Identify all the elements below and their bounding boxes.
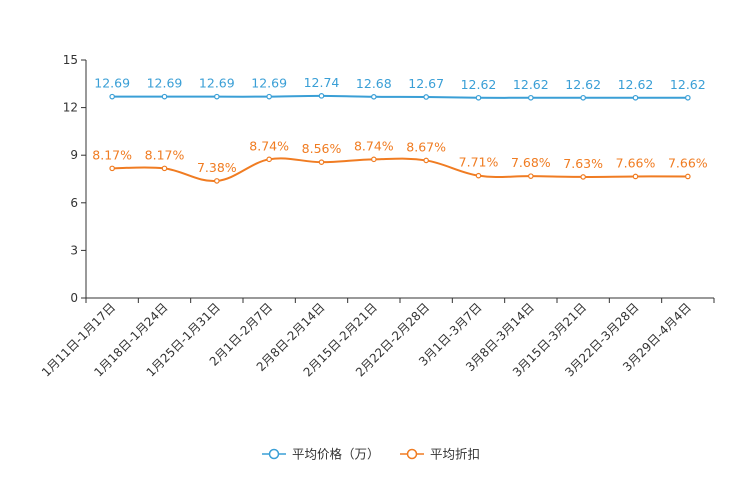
data-label: 8.56% <box>302 141 342 156</box>
data-label: 12.62 <box>461 77 497 92</box>
y-tick-label: 15 <box>63 53 78 67</box>
series-line <box>112 94 688 99</box>
data-point[interactable] <box>580 174 586 180</box>
y-tick-label: 0 <box>70 291 78 305</box>
data-point[interactable] <box>318 159 325 165</box>
data-point[interactable] <box>475 94 482 101</box>
data-label: 12.69 <box>199 76 235 91</box>
data-label: 7.71% <box>459 155 499 170</box>
series-line <box>112 157 688 182</box>
data-point[interactable] <box>632 173 639 180</box>
legend-item[interactable]: 平均价格（万） <box>262 447 380 462</box>
y-tick-label: 3 <box>70 243 78 257</box>
series-group: 12.69 12.69 12.69 12.69 12.74 12.68 12.67 12.62… <box>92 75 708 184</box>
series-1: 12.69 12.69 12.69 12.69 12.74 12.68 12.67 12.62… <box>94 75 706 101</box>
data-point[interactable] <box>266 93 272 100</box>
data-label: 8.67% <box>406 139 446 154</box>
data-point[interactable] <box>214 178 220 184</box>
y-tick-label: 12 <box>63 101 78 115</box>
data-label: 8.74% <box>249 138 289 153</box>
data-point[interactable] <box>318 93 325 99</box>
data-label: 12.69 <box>147 76 183 91</box>
data-point[interactable] <box>475 172 482 179</box>
legend[interactable]: 平均价格（万） 平均折扣 <box>262 447 480 462</box>
data-label: 12.62 <box>565 77 601 92</box>
y-tick-label: 9 <box>70 148 78 162</box>
data-point[interactable] <box>109 93 115 100</box>
legend-label: 平均价格（万） <box>292 447 380 462</box>
series-2: 8.17% 8.17% 7.38% 8.74% 8.56% 8.74% 8.67% 7.71%… <box>92 138 708 184</box>
legend-item[interactable]: 平均折扣 <box>400 447 480 462</box>
data-label: 12.69 <box>251 76 287 91</box>
data-point[interactable] <box>632 94 639 101</box>
data-label: 12.67 <box>408 76 444 91</box>
data-label: 7.66% <box>616 155 656 170</box>
legend-marker-icon <box>406 448 418 460</box>
y-axis-ticks: 0 3 6 9 12 15 <box>63 53 86 305</box>
legend-marker-icon <box>268 448 280 460</box>
data-point[interactable] <box>214 93 220 100</box>
data-point[interactable] <box>685 173 691 180</box>
data-label: 7.38% <box>197 160 237 175</box>
data-label: 12.62 <box>618 77 654 92</box>
data-point[interactable] <box>161 165 168 172</box>
data-label: 7.68% <box>511 155 551 170</box>
data-label: 12.69 <box>94 76 130 91</box>
data-point[interactable] <box>109 165 115 172</box>
y-tick-label: 6 <box>70 196 78 210</box>
data-point[interactable] <box>371 156 377 163</box>
data-point[interactable] <box>580 94 586 101</box>
data-point[interactable] <box>528 94 534 101</box>
data-label: 12.74 <box>304 75 340 90</box>
data-label: 7.63% <box>563 156 603 171</box>
data-label: 12.62 <box>513 77 549 92</box>
data-point[interactable] <box>161 93 168 100</box>
data-label: 12.68 <box>356 76 392 91</box>
data-label: 8.17% <box>92 147 132 162</box>
data-point[interactable] <box>423 94 429 100</box>
data-label: 7.66% <box>668 155 708 170</box>
legend-label: 平均折扣 <box>430 447 480 462</box>
data-point[interactable] <box>528 173 534 179</box>
data-point[interactable] <box>685 94 691 101</box>
data-point[interactable] <box>371 94 377 100</box>
data-point[interactable] <box>423 157 429 164</box>
data-label: 12.62 <box>670 77 706 92</box>
x-axis-ticks: 1月11日-1月17日1月18日-1月24日1月25日-1月31日2月1日-2月… <box>39 298 715 380</box>
data-label: 8.17% <box>145 147 185 162</box>
data-label: 8.74% <box>354 138 394 153</box>
data-point[interactable] <box>266 156 272 163</box>
